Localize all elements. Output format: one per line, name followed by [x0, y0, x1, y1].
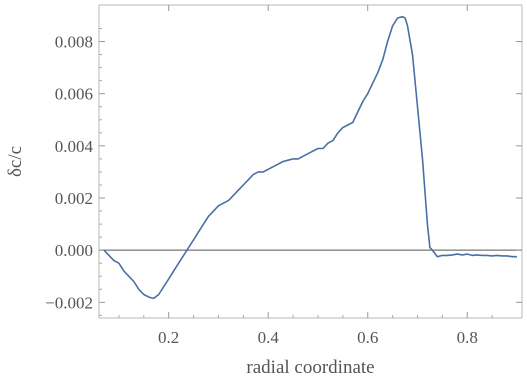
x-tick-label: 0.8 — [457, 328, 478, 347]
x-tick-label: 0.4 — [258, 328, 280, 347]
x-tick-label: 0.2 — [158, 328, 179, 347]
y-tick-label: 0.002 — [55, 189, 93, 208]
y-tick-label: 0.008 — [55, 33, 93, 52]
x-tick-label: 0.6 — [357, 328, 378, 347]
y-tick-label: 0.006 — [55, 85, 93, 104]
y-axis-title: δc/c — [5, 146, 26, 177]
y-tick-label: 0.004 — [55, 137, 94, 156]
x-axis-ticks: 0.2 0.4 0.6 0.8 — [118, 5, 493, 347]
y-axis-ticks: −0.002 0.000 0.002 0.004 0.006 0.008 — [45, 27, 522, 316]
series-line — [103, 15, 517, 300]
y-tick-label: −0.002 — [45, 293, 93, 312]
x-axis-title: radial coordinate — [246, 357, 374, 378]
plot-frame — [98, 4, 523, 319]
y-tick-label: 0.000 — [55, 241, 93, 260]
